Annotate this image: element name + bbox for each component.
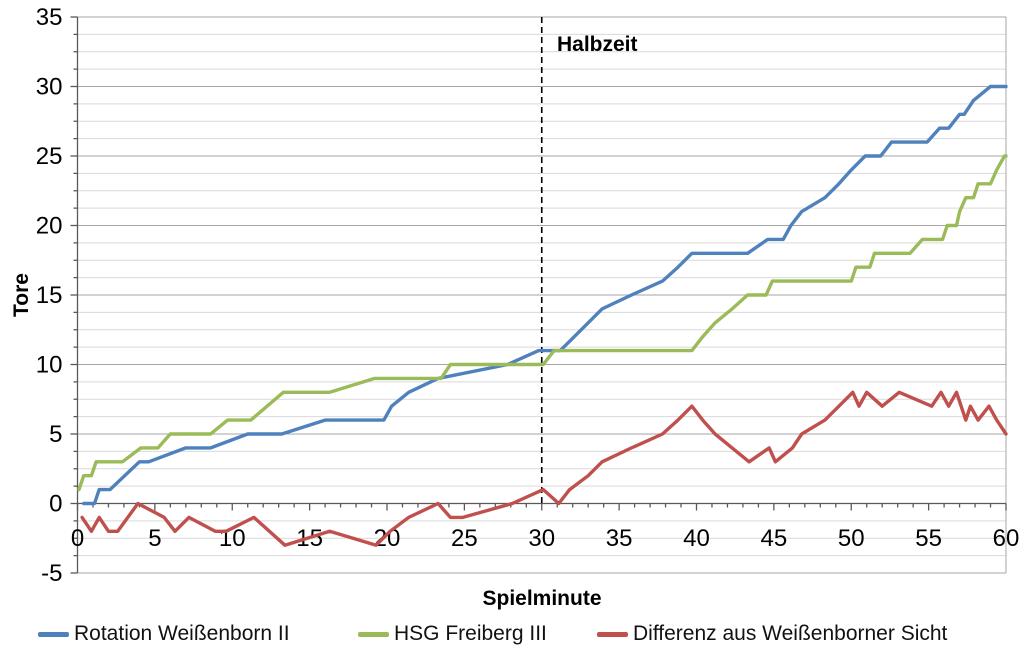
svg-text:20: 20 (36, 213, 63, 240)
svg-text:0: 0 (49, 491, 62, 518)
svg-text:5: 5 (49, 421, 62, 448)
legend: Rotation Weißenborn II HSG Freiberg III … (0, 620, 1024, 650)
legend-item-hsg-freiberg: HSG Freiberg III (358, 620, 547, 648)
halftime-annotation: Halbzeit (557, 33, 638, 56)
svg-text:55: 55 (915, 525, 942, 552)
svg-text:-5: -5 (41, 560, 62, 587)
legend-label: Differenz aus Weißenborner Sicht (633, 622, 948, 645)
svg-text:15: 15 (36, 282, 63, 309)
legend-line-marker (358, 631, 389, 637)
svg-text:30: 30 (36, 74, 63, 101)
legend-item-differenz: Differenz aus Weißenborner Sicht (597, 620, 947, 648)
svg-text:35: 35 (36, 4, 63, 31)
svg-text:20: 20 (374, 525, 401, 552)
svg-text:25: 25 (451, 525, 478, 552)
legend-line-marker (597, 631, 628, 637)
svg-text:5: 5 (148, 525, 161, 552)
svg-text:60: 60 (993, 525, 1020, 552)
svg-text:10: 10 (36, 352, 63, 379)
legend-line-marker (38, 631, 69, 637)
legend-item-rotation-weissenborn: Rotation Weißenborn II (38, 620, 290, 648)
svg-text:45: 45 (761, 525, 788, 552)
svg-text:40: 40 (683, 525, 710, 552)
svg-text:35: 35 (606, 525, 633, 552)
legend-label: HSG Freiberg III (394, 622, 547, 645)
svg-text:0: 0 (71, 525, 84, 552)
y-axis-title: Tore (10, 273, 33, 317)
x-axis-title: Spielminute (482, 587, 602, 610)
svg-text:25: 25 (36, 143, 63, 170)
svg-text:30: 30 (528, 525, 555, 552)
svg-text:50: 50 (838, 525, 865, 552)
legend-label: Rotation Weißenborn II (74, 622, 290, 645)
